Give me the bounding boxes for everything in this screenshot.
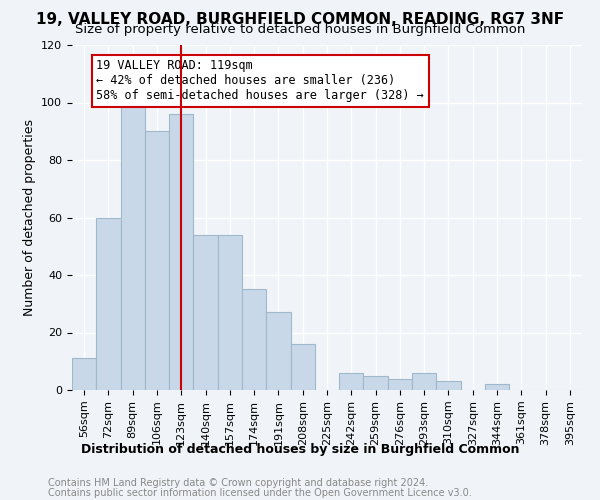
Bar <box>193 235 218 390</box>
Bar <box>72 358 96 390</box>
Bar <box>290 344 315 390</box>
Bar <box>96 218 121 390</box>
Bar <box>364 376 388 390</box>
Text: Distribution of detached houses by size in Burghfield Common: Distribution of detached houses by size … <box>81 442 519 456</box>
Bar <box>242 290 266 390</box>
Bar <box>388 378 412 390</box>
Text: 19 VALLEY ROAD: 119sqm
← 42% of detached houses are smaller (236)
58% of semi-de: 19 VALLEY ROAD: 119sqm ← 42% of detached… <box>96 60 424 102</box>
Bar <box>436 382 461 390</box>
Text: 19, VALLEY ROAD, BURGHFIELD COMMON, READING, RG7 3NF: 19, VALLEY ROAD, BURGHFIELD COMMON, READ… <box>36 12 564 28</box>
Bar <box>121 102 145 390</box>
Bar <box>145 131 169 390</box>
Y-axis label: Number of detached properties: Number of detached properties <box>23 119 35 316</box>
Text: Contains HM Land Registry data © Crown copyright and database right 2024.: Contains HM Land Registry data © Crown c… <box>48 478 428 488</box>
Text: Size of property relative to detached houses in Burghfield Common: Size of property relative to detached ho… <box>75 22 525 36</box>
Bar <box>485 384 509 390</box>
Bar <box>266 312 290 390</box>
Bar <box>339 373 364 390</box>
Bar <box>218 235 242 390</box>
Bar <box>169 114 193 390</box>
Text: Contains public sector information licensed under the Open Government Licence v3: Contains public sector information licen… <box>48 488 472 498</box>
Bar <box>412 373 436 390</box>
